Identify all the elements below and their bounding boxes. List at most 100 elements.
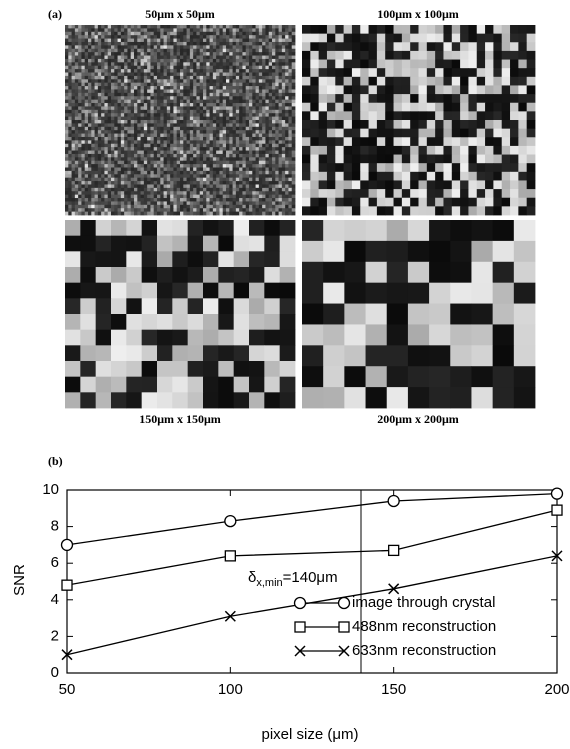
image-pixel xyxy=(78,86,82,90)
image-pixel xyxy=(183,171,187,175)
image-pixel xyxy=(104,62,108,66)
image-pixel xyxy=(394,189,403,198)
image-pixel xyxy=(285,45,289,49)
image-pixel xyxy=(275,161,279,165)
image-pixel xyxy=(216,174,220,178)
image-pixel xyxy=(127,171,131,175)
image-pixel xyxy=(275,25,279,29)
image-pixel xyxy=(91,117,95,121)
image-pixel xyxy=(134,178,138,182)
image-pixel xyxy=(242,110,246,114)
image-pixel xyxy=(157,151,161,155)
image-pixel xyxy=(344,206,353,215)
image-pixel xyxy=(510,198,519,207)
image-pixel xyxy=(75,174,79,178)
image-pixel xyxy=(114,103,118,107)
image-pixel xyxy=(427,34,436,43)
image-pixel xyxy=(157,96,161,100)
image-pixel xyxy=(104,49,108,53)
image-pixel xyxy=(234,377,250,393)
image-pixel xyxy=(88,42,92,46)
image-pixel xyxy=(527,163,536,172)
image-pixel xyxy=(265,120,269,124)
image-pixel xyxy=(210,130,214,134)
image-pixel xyxy=(141,188,145,192)
image-pixel xyxy=(218,220,234,236)
image-pixel xyxy=(275,89,279,93)
image-pixel xyxy=(147,181,151,185)
image-pixel xyxy=(157,32,161,36)
image-pixel xyxy=(239,103,243,107)
image-pixel xyxy=(223,191,227,195)
image-pixel xyxy=(154,89,158,93)
image-pixel xyxy=(150,83,154,87)
image-pixel xyxy=(68,56,72,60)
image-pixel xyxy=(98,144,102,148)
image-pixel xyxy=(85,45,89,49)
texture-image xyxy=(302,25,535,215)
image-pixel xyxy=(85,123,89,127)
image-pixel xyxy=(170,157,174,161)
image-pixel xyxy=(233,161,237,165)
image-pixel xyxy=(223,140,227,144)
image-pixel xyxy=(518,163,527,172)
image-pixel xyxy=(108,147,112,151)
image-pixel xyxy=(203,201,207,205)
image-pixel xyxy=(81,103,85,107)
image-pixel xyxy=(180,154,184,158)
image-pixel xyxy=(196,79,200,83)
image-pixel xyxy=(124,56,128,60)
image-pixel xyxy=(164,25,168,29)
image-pixel xyxy=(310,120,319,129)
image-pixel xyxy=(157,130,161,134)
image-pixel xyxy=(203,283,219,299)
image-pixel xyxy=(173,66,177,70)
image-pixel xyxy=(91,154,95,158)
image-pixel xyxy=(147,198,151,202)
image-pixel xyxy=(96,267,112,283)
image-pixel xyxy=(131,25,135,29)
image-pixel xyxy=(150,42,154,46)
image-pixel xyxy=(183,134,187,138)
image-pixel xyxy=(196,76,200,80)
image-pixel xyxy=(239,79,243,83)
image-pixel xyxy=(233,113,237,117)
image-pixel xyxy=(147,127,151,131)
image-pixel xyxy=(275,42,279,46)
image-pixel xyxy=(302,241,324,262)
image-pixel xyxy=(200,191,204,195)
image-pixel xyxy=(188,220,204,236)
image-pixel xyxy=(108,140,112,144)
image-pixel xyxy=(91,123,95,127)
image-pixel xyxy=(137,89,141,93)
image-pixel xyxy=(269,161,273,165)
image-pixel xyxy=(246,39,250,43)
image-pixel xyxy=(327,155,336,164)
image-pixel xyxy=(96,392,112,408)
image-pixel xyxy=(180,198,184,202)
image-pixel xyxy=(210,137,214,141)
image-pixel xyxy=(95,96,99,100)
image-pixel xyxy=(131,93,135,97)
image-pixel xyxy=(344,180,353,189)
image-pixel xyxy=(65,45,69,49)
image-pixel xyxy=(160,117,164,121)
image-pixel xyxy=(275,191,279,195)
image-pixel xyxy=(68,147,72,151)
image-pixel xyxy=(101,188,105,192)
image-pixel xyxy=(108,110,112,114)
image-pixel xyxy=(75,89,79,93)
image-pixel xyxy=(269,137,273,141)
image-pixel xyxy=(98,201,102,205)
image-pixel xyxy=(510,77,519,86)
image-pixel xyxy=(88,161,92,165)
image-pixel xyxy=(213,83,217,87)
image-pixel xyxy=(127,93,131,97)
image-pixel xyxy=(282,79,286,83)
image-pixel xyxy=(131,117,135,121)
image-pixel xyxy=(72,154,76,158)
image-pixel xyxy=(170,56,174,60)
image-pixel xyxy=(219,106,223,110)
image-pixel xyxy=(256,28,260,32)
image-pixel xyxy=(510,137,519,146)
